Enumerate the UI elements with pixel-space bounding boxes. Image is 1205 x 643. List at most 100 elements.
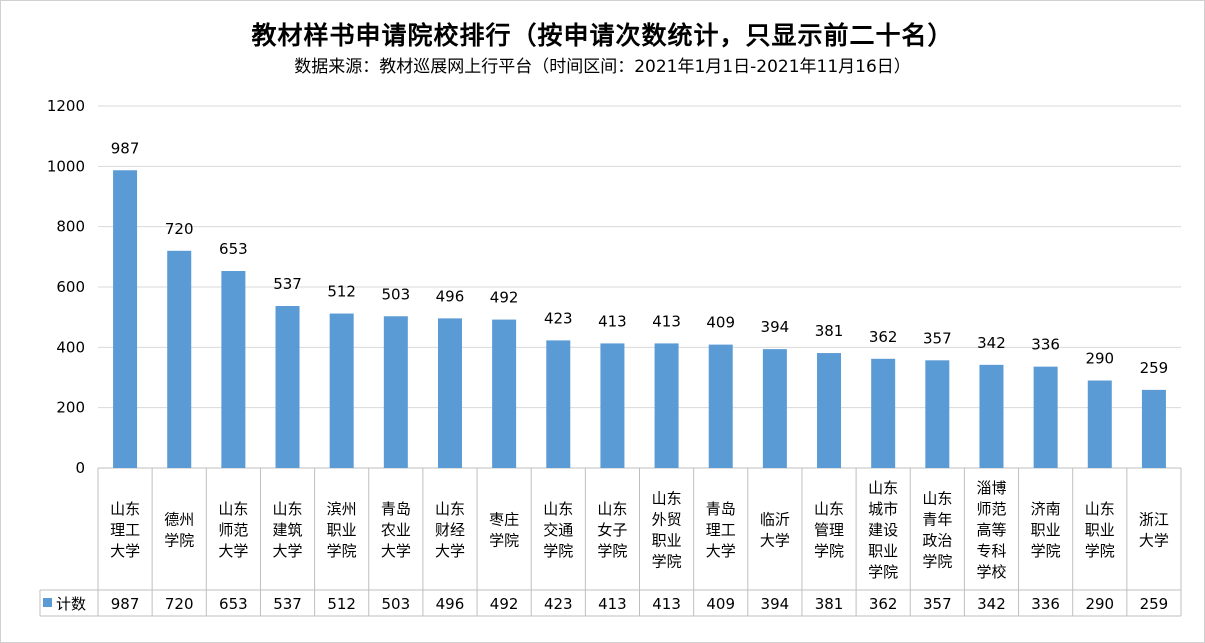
category-label: 浙江 <box>1139 511 1169 529</box>
y-tick-label: 0 <box>75 459 85 477</box>
category-label: 淄博 <box>976 479 1006 497</box>
bar <box>221 271 246 468</box>
data-label: 413 <box>652 312 681 330</box>
table-value: 512 <box>327 595 356 613</box>
table-value: 496 <box>436 595 465 613</box>
category-label: 山东 <box>597 500 627 518</box>
bar <box>600 343 625 468</box>
y-tick-label: 400 <box>56 338 85 356</box>
data-label: 342 <box>977 334 1006 352</box>
table-value: 537 <box>273 595 302 613</box>
bar <box>1033 366 1058 468</box>
data-label: 381 <box>815 322 844 340</box>
category-label: 大学 <box>381 542 411 560</box>
category-label: 学院 <box>922 553 952 571</box>
data-label: 496 <box>436 287 465 305</box>
table-value: 394 <box>761 595 790 613</box>
table-value: 259 <box>1140 595 1169 613</box>
category-label: 农业 <box>381 521 411 539</box>
table-value: 357 <box>923 595 952 613</box>
category-label: 城市 <box>868 500 898 518</box>
bar <box>1141 389 1166 468</box>
bar <box>167 250 192 468</box>
table-value: 987 <box>111 595 140 613</box>
y-tick-label: 600 <box>56 278 85 296</box>
category-label: 建筑 <box>273 521 303 539</box>
category-label: 山东 <box>110 500 140 518</box>
data-label: 503 <box>382 285 411 303</box>
legend-swatch <box>43 598 52 607</box>
category-label: 大学 <box>1139 532 1169 550</box>
category-label: 学院 <box>543 542 573 560</box>
category-label: 学院 <box>327 542 357 560</box>
category-label: 山东 <box>543 500 573 518</box>
category-label: 山东 <box>218 500 248 518</box>
category-label: 学校 <box>976 563 1006 581</box>
chart-title: 教材样书申请院校排行（按申请次数统计，只显示前二十名） <box>251 21 954 50</box>
bar <box>1087 380 1112 468</box>
category-label: 大学 <box>110 542 140 560</box>
category-label: 高等 <box>976 521 1006 539</box>
data-label: 987 <box>111 139 140 157</box>
category-label: 济南 <box>1031 500 1061 518</box>
y-tick-label: 1000 <box>47 157 85 175</box>
category-label: 德州 <box>164 511 194 529</box>
data-label: 290 <box>1085 350 1114 368</box>
bar <box>383 316 408 468</box>
bar <box>817 353 842 468</box>
table-value: 653 <box>219 595 248 613</box>
category-label: 学院 <box>868 563 898 581</box>
bar <box>979 364 1004 468</box>
category-label: 山东 <box>652 490 682 508</box>
table-value: 413 <box>652 595 681 613</box>
category-label: 大学 <box>760 532 790 550</box>
table-value: 381 <box>815 595 844 613</box>
legend-label: 计数 <box>56 595 86 613</box>
category-label: 大学 <box>218 542 248 560</box>
data-label: 336 <box>1031 336 1060 354</box>
category-label: 专科 <box>976 542 1006 560</box>
category-label: 交通 <box>543 521 573 539</box>
bar <box>708 344 733 468</box>
bar <box>871 358 896 468</box>
bar <box>113 170 138 468</box>
data-label: 512 <box>327 283 356 301</box>
data-label: 537 <box>273 275 302 293</box>
category-label: 山东 <box>868 479 898 497</box>
category-label: 学院 <box>1031 542 1061 560</box>
bar <box>275 306 300 468</box>
category-label: 滨州 <box>327 500 357 518</box>
category-label: 青岛 <box>381 500 411 518</box>
data-label: 362 <box>869 328 898 346</box>
category-label: 学院 <box>1085 542 1115 560</box>
y-tick-label: 800 <box>56 218 85 236</box>
table-value: 290 <box>1085 595 1114 613</box>
category-label: 管理 <box>814 521 844 539</box>
category-label: 政治 <box>922 532 952 550</box>
category-label: 临沂 <box>760 511 790 529</box>
table-value: 342 <box>977 595 1006 613</box>
category-label: 枣庄 <box>489 511 519 529</box>
category-label: 青岛 <box>706 500 736 518</box>
y-tick-label: 1200 <box>47 97 85 115</box>
data-label: 653 <box>219 240 248 258</box>
category-label: 职业 <box>868 542 898 560</box>
category-label: 山东 <box>435 500 465 518</box>
category-label: 职业 <box>327 521 357 539</box>
category-label: 大学 <box>273 542 303 560</box>
bar <box>437 318 462 468</box>
bar <box>762 349 787 468</box>
category-label: 学院 <box>814 542 844 560</box>
category-label: 大学 <box>706 542 736 560</box>
category-label: 师范 <box>976 500 1006 518</box>
bar <box>925 360 950 468</box>
category-label: 学院 <box>652 553 682 571</box>
category-label: 学院 <box>597 542 627 560</box>
table-value: 413 <box>598 595 627 613</box>
category-label: 理工 <box>110 521 140 539</box>
table-value: 336 <box>1031 595 1060 613</box>
category-label: 山东 <box>1085 500 1115 518</box>
category-label: 师范 <box>218 521 248 539</box>
bar <box>546 340 571 468</box>
bar <box>654 343 679 468</box>
